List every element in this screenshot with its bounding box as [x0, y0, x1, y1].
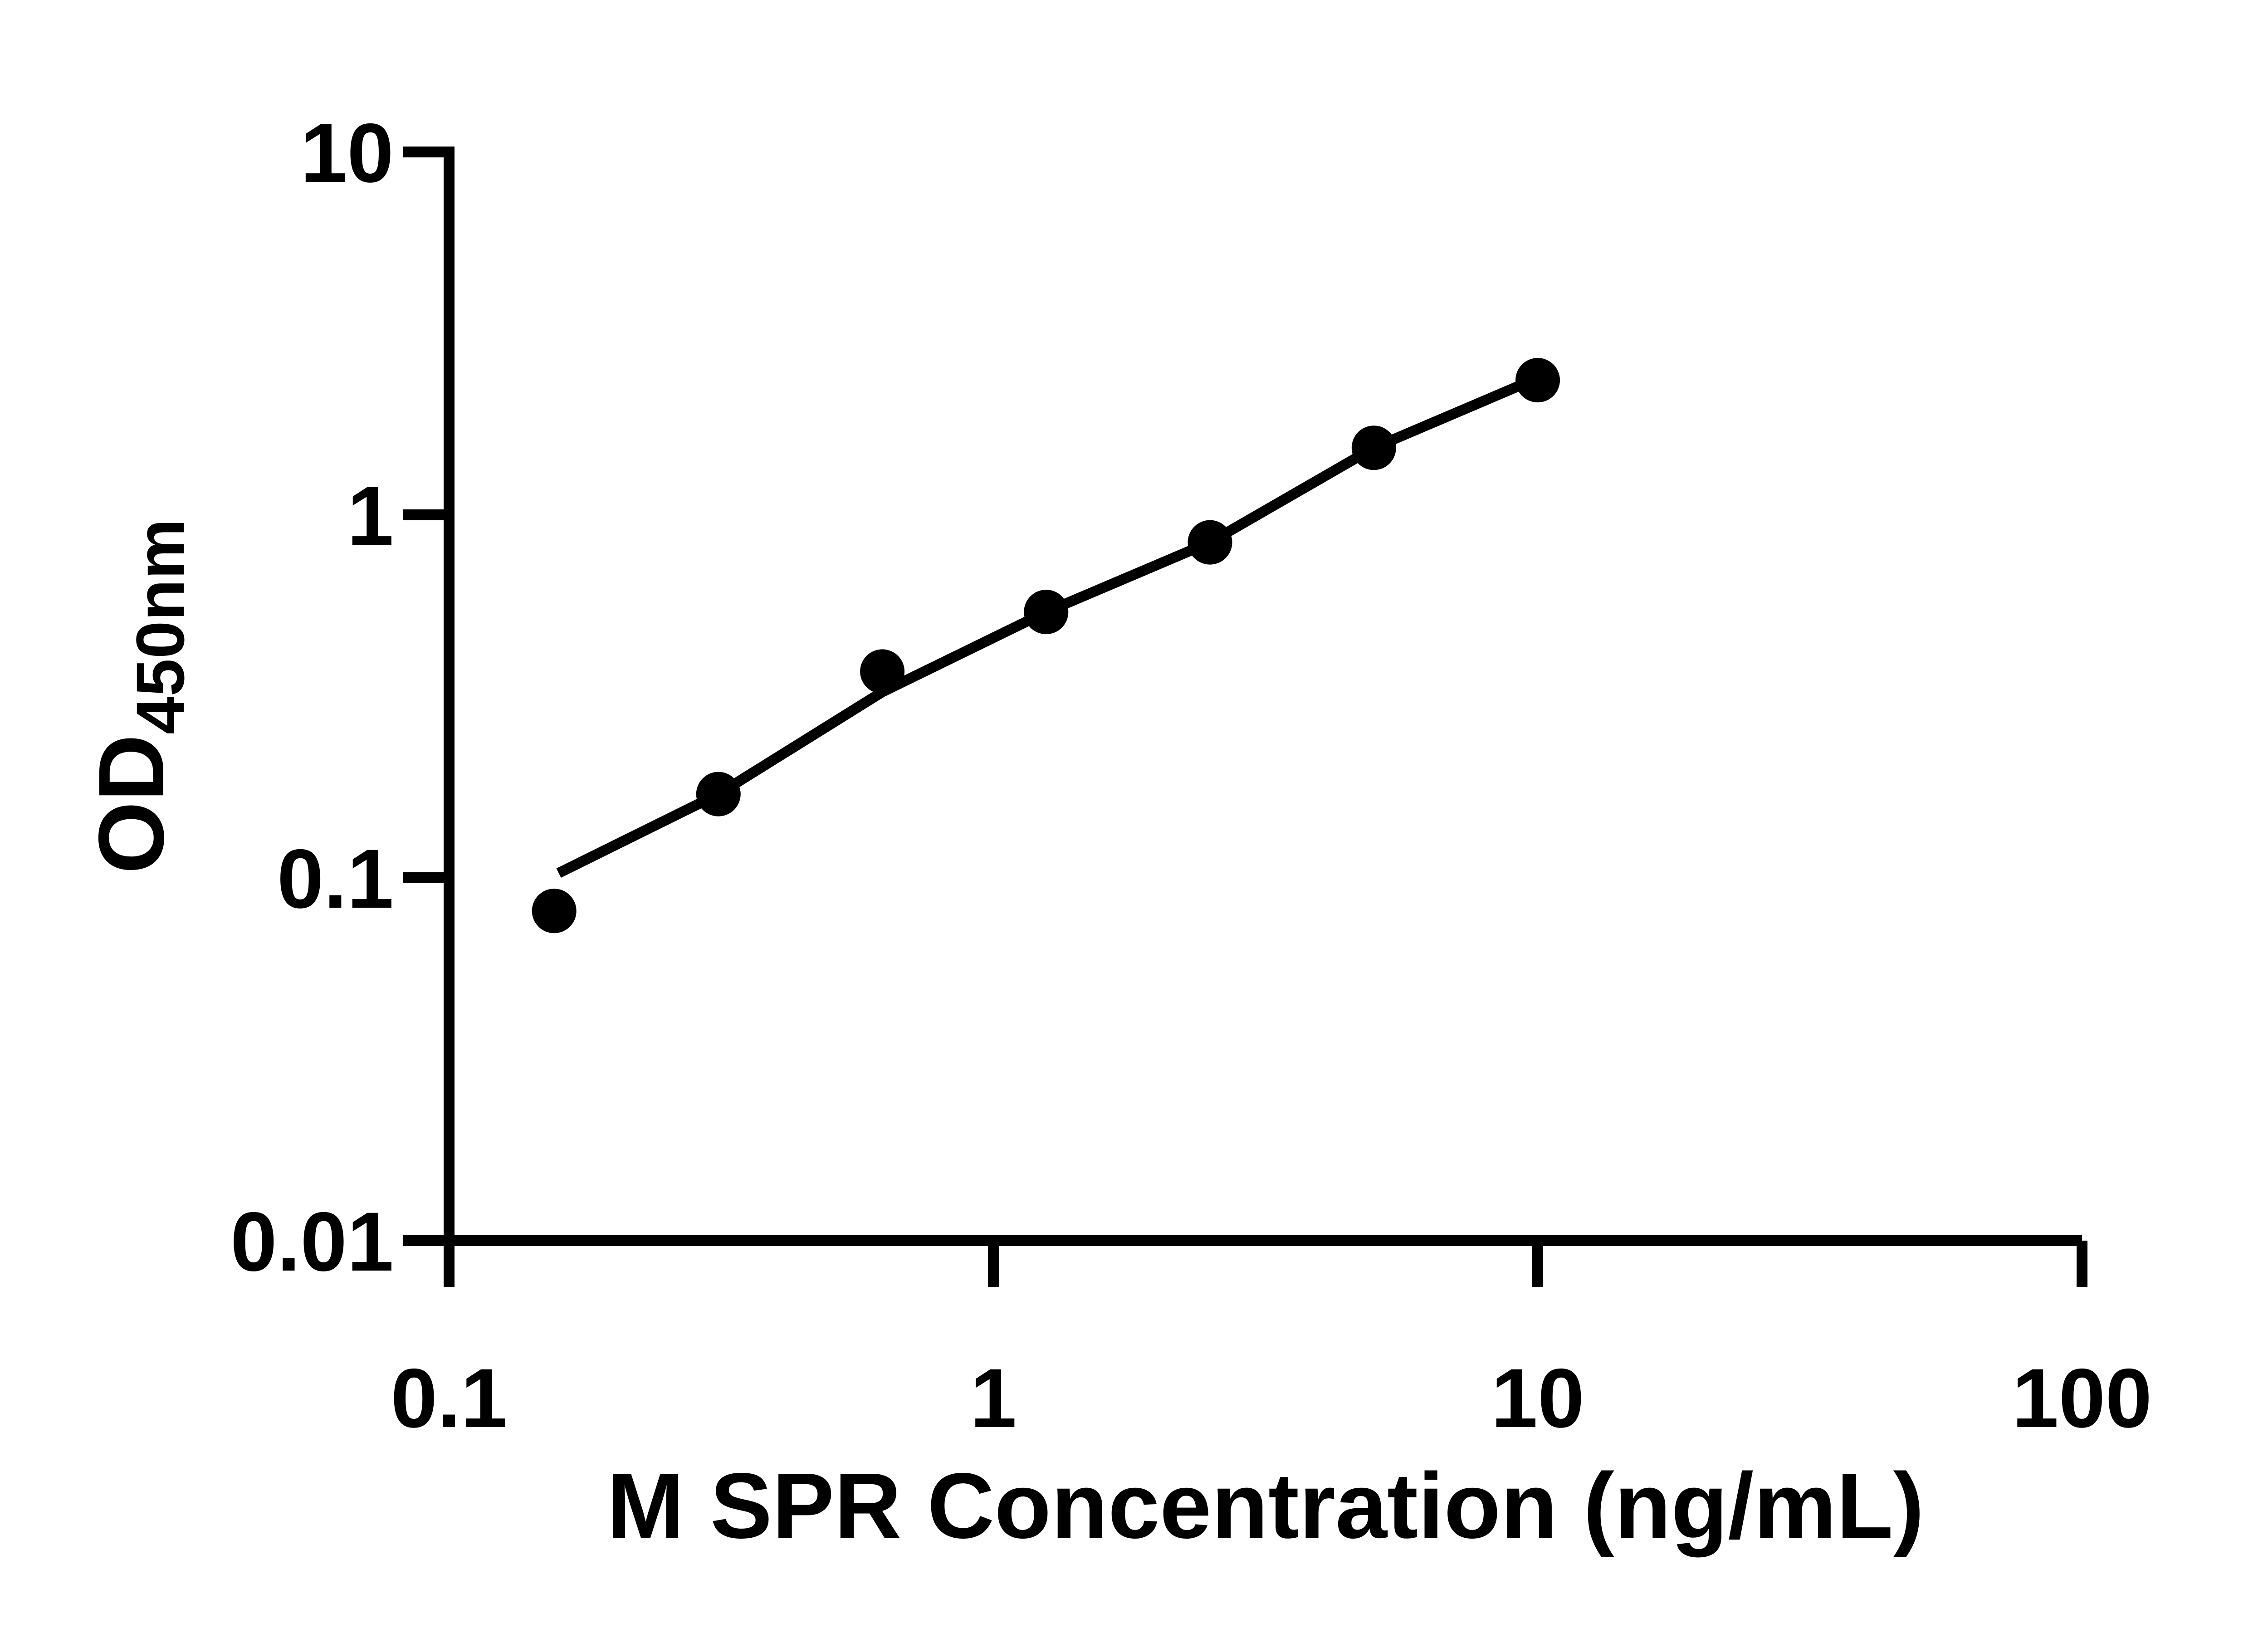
- x-tick-label: 0.1: [391, 1352, 507, 1445]
- y-tick-label: 1: [347, 469, 394, 563]
- y-axis-title-main: OD: [79, 734, 183, 874]
- data-point: [1515, 358, 1560, 403]
- y-axis-title-subscript: 450nm: [122, 519, 198, 734]
- y-tick-label: 10: [300, 107, 394, 200]
- data-point: [532, 889, 577, 934]
- y-tick-labels: 10 1 0.1 0.01: [230, 107, 394, 1289]
- data-point: [860, 649, 905, 694]
- data-point: [1188, 520, 1232, 565]
- x-tick-labels: 0.1 1 10 100: [391, 1352, 2152, 1445]
- data-points-group: [532, 358, 1560, 934]
- x-axis-title: M SPR Concentration (ng/mL): [607, 1454, 1924, 1558]
- data-point: [1351, 425, 1396, 470]
- y-tick-label: 0.01: [230, 1195, 394, 1289]
- y-axis-title: OD450nm: [79, 519, 198, 874]
- data-point: [696, 772, 741, 816]
- x-tick-label: 1: [970, 1352, 1017, 1445]
- x-tick-label: 100: [2012, 1352, 2152, 1445]
- axes-group: [403, 147, 2087, 1287]
- y-tick-label: 0.1: [277, 832, 394, 926]
- x-tick-label: 10: [1491, 1352, 1584, 1445]
- data-point: [1024, 590, 1069, 635]
